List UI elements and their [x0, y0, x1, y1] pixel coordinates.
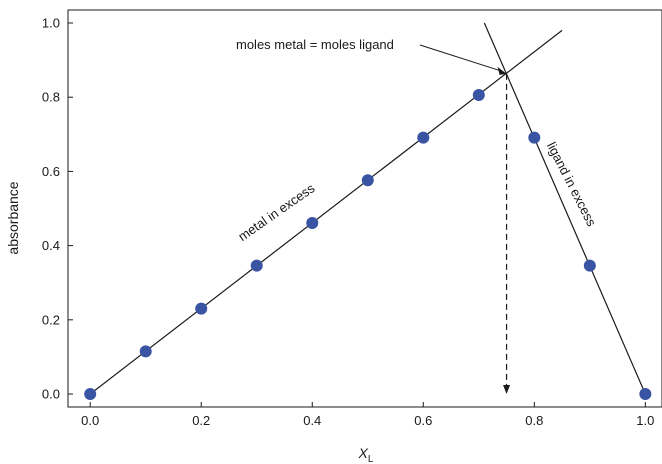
x-axis-title-subscript: L	[368, 454, 374, 464]
data-point-7	[417, 131, 430, 144]
y-tick-label-2: 0.4	[42, 238, 60, 253]
y-tick-label-3: 0.6	[42, 164, 60, 179]
annotation-metal-in-excess: metal in excess	[235, 180, 317, 244]
annotation-ligand-in-excess: ligand in excess	[544, 140, 600, 230]
x-axis-title-main: X	[358, 445, 369, 461]
y-tick-label-0: 0.0	[42, 387, 60, 402]
y-axis-title: absorbance	[5, 181, 21, 254]
x-tick-label-5: 1.0	[636, 413, 654, 428]
reference-line	[503, 73, 511, 395]
annotation-leader-arrowhead	[497, 66, 507, 75]
x-axis-title: XL	[358, 445, 374, 464]
fit-line-2	[483, 22, 646, 395]
annotation-equivalence-point: moles metal = moles ligand	[236, 37, 394, 52]
x-tick-label-2: 0.4	[303, 413, 321, 428]
reference-arrowhead	[503, 385, 511, 395]
tick-labels: 0.0 0.2 0.4 0.6 0.8 1.0 0.0 0.2 0.4 0.6 0.8 1.0	[42, 15, 654, 428]
y-tick-label-4: 0.8	[42, 90, 60, 105]
data-point-5	[306, 216, 319, 229]
data-point-6	[361, 174, 374, 187]
y-tick-label-5: 1.0	[42, 15, 60, 30]
data-point-10	[583, 259, 596, 272]
x-tick-label-1: 0.2	[192, 413, 210, 428]
fit-line-1	[89, 29, 563, 395]
data-point-3	[195, 302, 208, 315]
axis-ticks	[68, 22, 646, 407]
data-points	[84, 88, 652, 401]
data-point-4	[250, 259, 263, 272]
x-tick-label-0: 0.0	[81, 413, 99, 428]
data-point-1	[84, 388, 97, 401]
annotation-leader-line	[419, 44, 501, 72]
annotations: moles metal = moles ligand metal in exces…	[235, 37, 599, 244]
y-tick-label-1: 0.2	[42, 312, 60, 327]
plot-frame	[67, 9, 662, 408]
data-point-8	[472, 88, 485, 101]
data-point-11	[639, 388, 652, 401]
fit-lines	[89, 22, 646, 395]
data-point-2	[139, 345, 152, 358]
x-tick-label-3: 0.6	[414, 413, 432, 428]
x-tick-label-4: 0.8	[525, 413, 543, 428]
data-point-9	[528, 131, 541, 144]
